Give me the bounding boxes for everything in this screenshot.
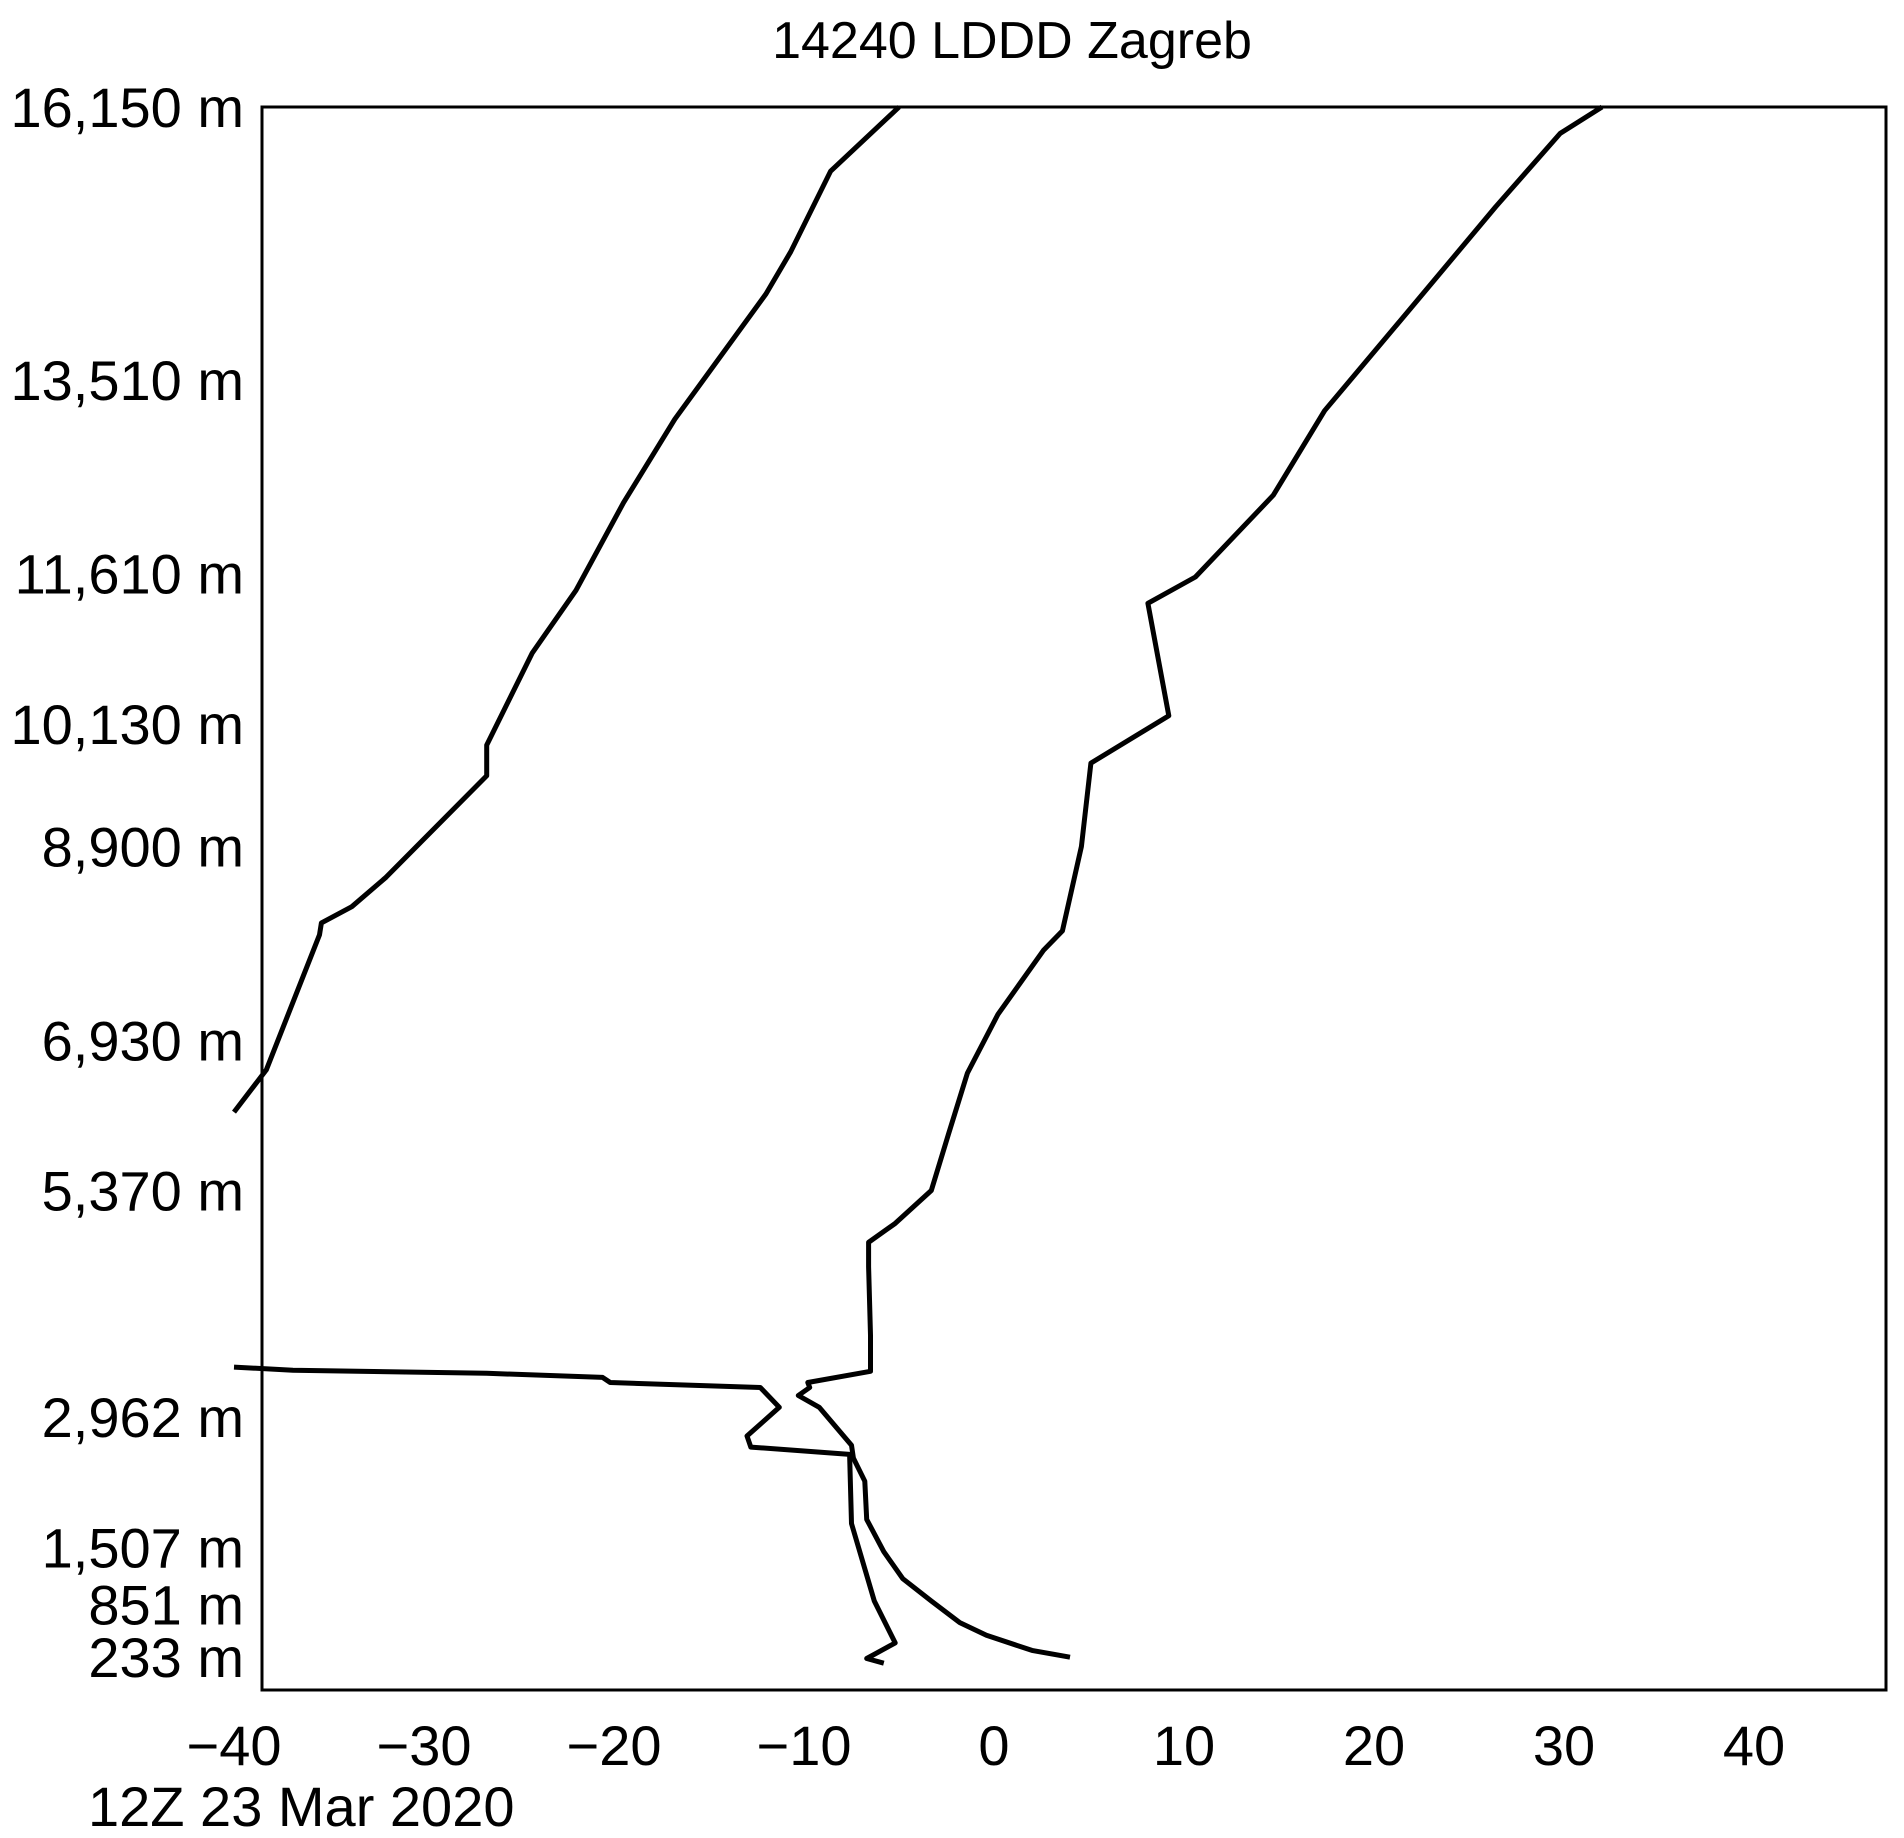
y-tick-label: 1,507 m <box>42 1517 244 1580</box>
y-tick-label: 16,150 m <box>11 76 245 139</box>
plot-frame <box>260 105 1888 1692</box>
series-layer <box>232 104 1604 1666</box>
y-tick-label: 8,900 m <box>42 816 244 879</box>
series-line-1 <box>233 1364 898 1666</box>
x-tick-label: −30 <box>377 1714 472 1777</box>
y-tick-label: 6,930 m <box>42 1009 244 1072</box>
date-label: 12Z 23 Mar 2020 <box>88 1775 514 1838</box>
x-tick-label: −10 <box>757 1714 852 1777</box>
y-tick-label: 13,510 m <box>11 349 245 412</box>
x-tick-label: 20 <box>1343 1714 1405 1777</box>
y-tick-label: 11,610 m <box>15 543 244 606</box>
series-line-2 <box>795 104 1604 1660</box>
y-tick-label: 2,962 m <box>42 1386 244 1449</box>
y-axis-tick-labels: 16,150 m 13,510 m 11,610 m 10,130 m 8,900 m 6… <box>11 76 245 1689</box>
series-line-3 <box>232 105 901 1114</box>
x-tick-label: 0 <box>978 1714 1009 1777</box>
y-tick-label: 5,370 m <box>42 1160 244 1223</box>
x-axis-tick-labels: −40 −30 −20 −10 0 10 20 30 40 <box>187 1714 1786 1777</box>
x-tick-label: 30 <box>1533 1714 1595 1777</box>
x-tick-label: 10 <box>1153 1714 1215 1777</box>
y-tick-label: 10,130 m <box>11 693 245 756</box>
chart-title: 14240 LDDD Zagreb <box>772 12 1252 70</box>
y-tick-label: 851 m <box>88 1574 244 1637</box>
x-tick-label: 40 <box>1723 1714 1785 1777</box>
x-tick-label: −20 <box>567 1714 662 1777</box>
y-tick-label: 233 m <box>88 1626 244 1689</box>
x-tick-label: −40 <box>187 1714 282 1777</box>
